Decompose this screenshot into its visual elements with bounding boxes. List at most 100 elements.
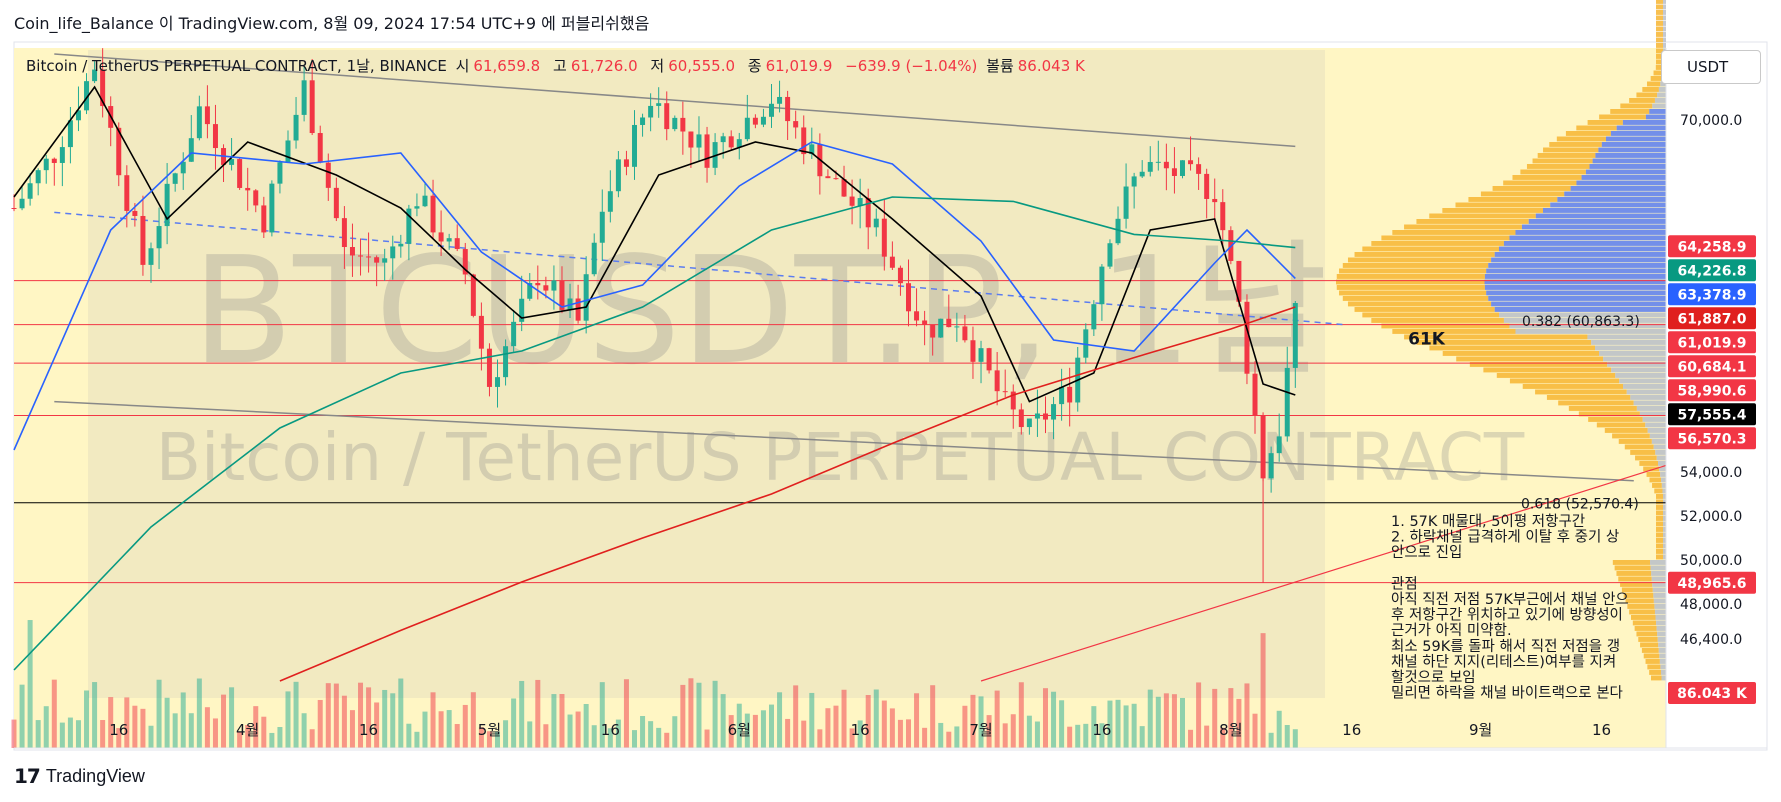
volume-profile-up-bar bbox=[1492, 186, 1571, 191]
volume-bar bbox=[640, 716, 646, 748]
candle-body bbox=[132, 210, 138, 216]
candle-body bbox=[309, 80, 315, 134]
volume-profile-up-bar bbox=[1655, 65, 1663, 70]
volume-bar bbox=[462, 704, 468, 748]
volume-profile-up-bar bbox=[1480, 191, 1565, 197]
candle-body bbox=[374, 257, 380, 263]
volume-profile-up-bar bbox=[1612, 560, 1651, 565]
candle-body bbox=[1147, 161, 1153, 172]
volume-profile-down-bar bbox=[1650, 560, 1666, 565]
volume-profile-down-bar bbox=[1610, 131, 1666, 136]
x-tick-label: 16 bbox=[359, 721, 378, 739]
candle-body bbox=[1252, 373, 1258, 416]
volume-profile-down-bar bbox=[1657, 92, 1666, 98]
fib-level-label: 0.382 (60,863.3) bbox=[1522, 314, 1640, 330]
candle-body bbox=[1220, 202, 1226, 231]
volume-profile-down-bar bbox=[1616, 125, 1666, 131]
volume-bar bbox=[785, 718, 791, 748]
close-label: 종 bbox=[747, 57, 762, 75]
volume-bar bbox=[1260, 633, 1266, 748]
candle-body bbox=[551, 280, 557, 291]
tradingview-logo[interactable]: 𝟭𝟳 TradingView bbox=[14, 764, 145, 789]
candle-body bbox=[438, 232, 444, 242]
candle-body bbox=[1171, 168, 1177, 176]
candle-body bbox=[486, 348, 492, 387]
volume-bar bbox=[341, 695, 347, 748]
volume-profile-up-bar bbox=[1522, 384, 1624, 389]
volume-profile-up-bar bbox=[1336, 274, 1485, 279]
volume-profile-down-bar bbox=[1656, 455, 1666, 461]
price-axis[interactable]: 70,000.0 54,000.0 52,000.0 50,000.0 48,000.0… bbox=[1668, 113, 1756, 704]
change-value: −639.9 (−1.04%) bbox=[845, 57, 978, 75]
candle-body bbox=[897, 267, 903, 284]
author-name[interactable]: Coin_life_Balance bbox=[14, 14, 154, 33]
volume-profile-up-bar bbox=[1392, 230, 1516, 235]
volume-profile-down-bar bbox=[1661, 675, 1666, 681]
volume-profile-down-bar bbox=[1557, 197, 1666, 202]
volume-profile-up-bar bbox=[1645, 659, 1660, 664]
volume-bar bbox=[575, 711, 581, 748]
volume-bar bbox=[809, 692, 815, 748]
candle-body bbox=[954, 326, 960, 328]
candle-body bbox=[543, 285, 549, 291]
candle-body bbox=[519, 298, 525, 322]
candle-body bbox=[664, 103, 670, 130]
x-tick-label: 16 bbox=[109, 721, 128, 739]
volume-bar bbox=[398, 678, 404, 748]
candle-body bbox=[1010, 391, 1016, 410]
volume-profile-up-bar bbox=[1656, 54, 1663, 59]
candle-body bbox=[648, 105, 654, 118]
candle-body bbox=[478, 315, 484, 349]
x-tick-label: 16 bbox=[851, 721, 870, 739]
candle-body bbox=[35, 170, 41, 184]
volume-profile-up-bar bbox=[1656, 494, 1663, 499]
candle-body bbox=[1155, 161, 1161, 163]
volume-bar bbox=[325, 683, 331, 748]
volume-profile-down-bar bbox=[1651, 576, 1666, 582]
volume-profile-up-bar bbox=[1632, 620, 1657, 626]
volume-profile-down-bar bbox=[1663, 0, 1666, 4]
volume-profile-down-bar bbox=[1655, 615, 1666, 620]
volume-label: 볼륨 bbox=[986, 57, 1014, 75]
candle-body bbox=[180, 161, 186, 174]
candle-body bbox=[414, 206, 420, 209]
publish-info: Coin_life_Balance 이 TradingView.com, 8월 … bbox=[14, 10, 649, 34]
volume-profile-down-bar bbox=[1656, 626, 1666, 631]
candle-body bbox=[809, 144, 815, 155]
volume-bar bbox=[317, 699, 323, 748]
volume-profile-down-bar bbox=[1599, 351, 1666, 356]
volume-bar bbox=[632, 730, 638, 748]
candle-body bbox=[946, 318, 952, 328]
volume-profile-up-bar bbox=[1656, 543, 1663, 549]
volume-bar bbox=[495, 731, 501, 748]
volume-bar bbox=[366, 687, 372, 748]
volume-profile-up-bar bbox=[1656, 521, 1663, 527]
volume-bar bbox=[229, 687, 235, 748]
volume-profile-down-bar bbox=[1498, 312, 1666, 318]
volume-profile-up-bar bbox=[1642, 87, 1659, 92]
volume-profile-down-bar bbox=[1494, 307, 1666, 312]
open-value: 61,659.8 bbox=[473, 57, 541, 75]
candle-body bbox=[148, 248, 154, 265]
candle-body bbox=[358, 255, 364, 257]
price-level-badge-label: 64,226.8 bbox=[1677, 263, 1746, 279]
currency-selector[interactable]: USDT bbox=[1661, 50, 1761, 84]
volume-profile-down-bar bbox=[1657, 637, 1666, 642]
volume-profile-down-bar bbox=[1654, 609, 1666, 615]
candle-body bbox=[503, 346, 509, 378]
volume-bar bbox=[527, 721, 533, 748]
volume-bar bbox=[478, 727, 484, 748]
candle-body bbox=[696, 134, 702, 148]
volume-bar bbox=[1083, 723, 1089, 748]
volume-profile-down-bar bbox=[1542, 208, 1666, 213]
candle-body bbox=[100, 69, 106, 107]
candle-body bbox=[1139, 171, 1145, 177]
time-axis[interactable]: 16 4월 16 5월 16 6월 16 7월 16 8월 16 9월 16 bbox=[109, 721, 1611, 739]
x-tick-label: 9월 bbox=[1469, 721, 1492, 739]
volume-profile-down-bar bbox=[1601, 142, 1666, 147]
volume-profile-up-bar bbox=[1354, 252, 1495, 257]
candle-body bbox=[1131, 176, 1137, 187]
note-line: 채널 하단 지지(리테스트)여부를 지켜 bbox=[1391, 653, 1616, 670]
symbol-legend[interactable]: Bitcoin / TetherUS PERPETUAL CONTRACT, 1… bbox=[26, 55, 1093, 76]
